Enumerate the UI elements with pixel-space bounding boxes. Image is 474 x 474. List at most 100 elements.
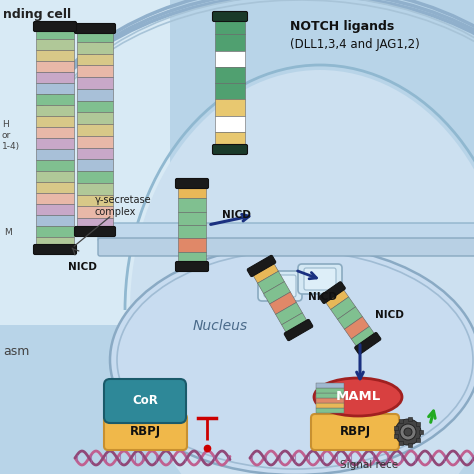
FancyBboxPatch shape (175, 179, 209, 189)
Bar (36, 61, 74, 72)
Bar (77, 100, 113, 112)
Bar (77, 183, 113, 195)
Bar (416, 438, 420, 442)
Text: MAML: MAML (336, 391, 381, 403)
Bar (36, 94, 74, 105)
Bar (408, 443, 412, 447)
Bar (77, 77, 113, 89)
FancyBboxPatch shape (98, 238, 474, 256)
Text: NICD: NICD (68, 262, 97, 272)
Bar (416, 422, 420, 426)
Bar (178, 225, 206, 238)
Bar (36, 72, 74, 83)
Bar (36, 83, 74, 94)
FancyBboxPatch shape (104, 414, 187, 450)
Bar (400, 441, 403, 445)
Bar (36, 171, 74, 182)
Bar (36, 215, 74, 226)
Bar (77, 30, 113, 42)
Text: nding cell: nding cell (3, 8, 71, 21)
Bar (36, 226, 74, 237)
Bar (36, 105, 74, 116)
Text: CoR: CoR (132, 394, 158, 408)
FancyBboxPatch shape (298, 264, 342, 294)
Text: (DLL1,3,4 and JAG1,2): (DLL1,3,4 and JAG1,2) (290, 38, 420, 51)
Bar (77, 171, 113, 183)
Bar (215, 51, 245, 67)
Bar (77, 218, 113, 230)
Bar (36, 182, 74, 193)
FancyBboxPatch shape (258, 271, 302, 301)
Text: Signal rece: Signal rece (340, 460, 398, 470)
Bar (394, 426, 398, 429)
Bar (215, 83, 245, 99)
Bar (215, 132, 245, 148)
Ellipse shape (110, 245, 474, 474)
Bar (178, 212, 206, 225)
Bar (36, 28, 74, 39)
Bar (36, 149, 74, 160)
Text: RBPJ: RBPJ (129, 426, 161, 438)
Text: RBPJ: RBPJ (339, 426, 371, 438)
FancyBboxPatch shape (212, 145, 247, 155)
Circle shape (404, 428, 412, 436)
Bar (77, 195, 113, 207)
FancyBboxPatch shape (34, 245, 76, 255)
FancyBboxPatch shape (264, 275, 296, 297)
Bar (77, 124, 113, 136)
Bar (264, 282, 291, 304)
FancyBboxPatch shape (284, 319, 313, 341)
Bar (178, 238, 206, 252)
Bar (36, 127, 74, 138)
Bar (36, 237, 74, 248)
Bar (178, 185, 206, 198)
Bar (178, 198, 206, 212)
FancyBboxPatch shape (311, 414, 399, 450)
FancyBboxPatch shape (247, 255, 276, 277)
FancyBboxPatch shape (34, 21, 76, 31)
Bar (316, 388, 344, 393)
Bar (77, 112, 113, 124)
FancyBboxPatch shape (74, 24, 116, 34)
Text: asm: asm (3, 345, 29, 358)
Text: H
or
1-4): H or 1-4) (2, 120, 20, 151)
Bar (316, 398, 344, 403)
Text: γ-secretase
complex: γ-secretase complex (95, 195, 152, 217)
Bar (331, 297, 356, 319)
Bar (351, 327, 376, 349)
Bar (345, 317, 369, 339)
Text: NICD: NICD (375, 310, 404, 320)
Bar (77, 65, 113, 77)
Bar (316, 393, 344, 398)
Text: NICD: NICD (222, 210, 251, 220)
Bar (77, 89, 113, 100)
Text: M: M (4, 228, 12, 237)
Bar (77, 136, 113, 147)
Bar (215, 99, 245, 116)
Ellipse shape (130, 70, 474, 474)
Bar (400, 419, 403, 423)
FancyBboxPatch shape (304, 268, 336, 290)
FancyBboxPatch shape (98, 223, 474, 241)
Bar (36, 39, 74, 50)
Bar (36, 193, 74, 204)
Bar (324, 287, 349, 310)
FancyBboxPatch shape (74, 227, 116, 237)
Bar (316, 403, 344, 408)
Circle shape (400, 424, 416, 440)
Bar (408, 417, 412, 421)
Text: NICD: NICD (308, 292, 337, 302)
Bar (282, 313, 309, 335)
Bar (316, 383, 344, 388)
FancyBboxPatch shape (0, 0, 170, 325)
Bar (215, 34, 245, 51)
Bar (252, 261, 278, 283)
Bar (215, 67, 245, 83)
Bar (257, 271, 284, 293)
Text: NOTCH ligands: NOTCH ligands (290, 20, 394, 33)
Bar (36, 50, 74, 61)
Text: Nucleus: Nucleus (192, 319, 247, 333)
FancyBboxPatch shape (175, 262, 209, 272)
Bar (275, 302, 302, 325)
Bar (36, 204, 74, 215)
